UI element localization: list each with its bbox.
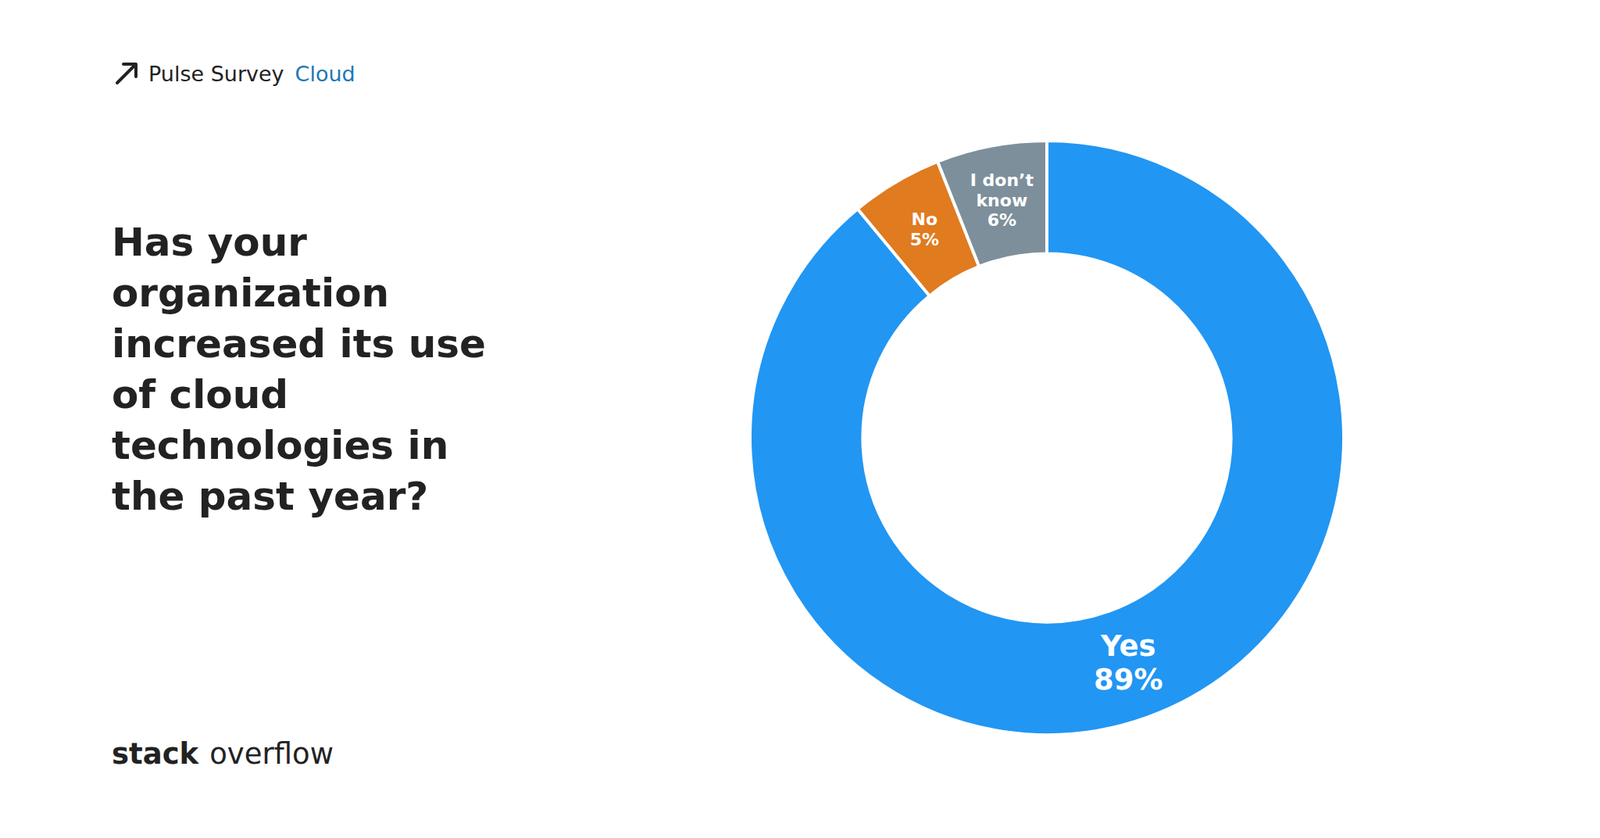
title-line: of cloud: [111, 371, 289, 418]
slice: [750, 140, 1344, 735]
header-text: Cloud: [295, 61, 356, 86]
header-text: Pulse Survey: [148, 61, 285, 86]
donut: [750, 140, 1344, 735]
logo: stack overflow: [111, 736, 334, 771]
data-label: Yes89%: [1093, 628, 1164, 697]
data-label-value: 5%: [910, 229, 940, 250]
data-label-name: No: [911, 209, 939, 229]
logo-text: stack: [111, 736, 200, 771]
title: Has your organization increased its useof …: [111, 219, 486, 519]
title-line: organization: [111, 270, 390, 316]
chart-root: Pulse Survey Cloud Has your organization inc…: [0, 0, 1600, 838]
logo-text: overflow: [209, 736, 334, 771]
data-labels: Yes89% No5% I don’tknow6%: [910, 170, 1164, 696]
data-label-name: know: [975, 190, 1028, 211]
data-label-value: 6%: [987, 210, 1017, 230]
data-label: I don’tknow6%: [970, 170, 1035, 230]
slice: [937, 140, 1047, 267]
title-line: technologies in: [111, 422, 449, 468]
data-label-value: 89%: [1093, 661, 1164, 696]
title-line: the past year?: [111, 473, 429, 519]
title-line: Has your: [111, 219, 308, 265]
data-label: No5%: [910, 209, 940, 249]
title-line: increased its use: [111, 321, 486, 367]
data-label-name: Yes: [1100, 628, 1157, 663]
header: Pulse Survey Cloud: [148, 61, 356, 86]
left-panel: Pulse Survey Cloud Has your organization inc…: [111, 61, 486, 771]
header-icon: [117, 64, 136, 83]
data-label-name: I don’t: [970, 170, 1035, 190]
